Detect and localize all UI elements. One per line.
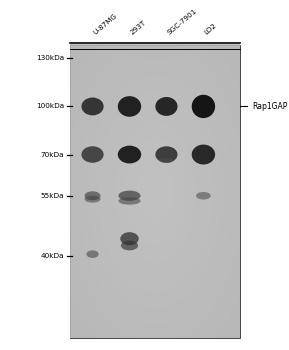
Text: 130kDa: 130kDa [36, 55, 64, 61]
Ellipse shape [120, 232, 139, 245]
Ellipse shape [81, 146, 104, 163]
Text: 100kDa: 100kDa [36, 104, 64, 110]
Text: 293T: 293T [129, 20, 147, 36]
Ellipse shape [155, 146, 177, 163]
Ellipse shape [196, 192, 211, 199]
Text: 70kDa: 70kDa [41, 152, 64, 158]
Text: SGC-7901: SGC-7901 [166, 8, 198, 36]
Ellipse shape [121, 241, 138, 250]
Ellipse shape [85, 191, 101, 200]
Ellipse shape [118, 191, 140, 201]
Ellipse shape [118, 197, 140, 205]
FancyBboxPatch shape [71, 44, 240, 338]
Text: 55kDa: 55kDa [41, 193, 64, 199]
Ellipse shape [192, 95, 215, 118]
Ellipse shape [81, 98, 104, 116]
Text: U-87MG: U-87MG [92, 13, 118, 36]
Ellipse shape [155, 97, 177, 116]
Ellipse shape [192, 145, 215, 164]
Ellipse shape [159, 158, 174, 163]
Text: LO2: LO2 [203, 22, 218, 36]
Text: 40kDa: 40kDa [41, 253, 64, 259]
Ellipse shape [118, 96, 141, 117]
Text: Rap1GAP: Rap1GAP [253, 102, 288, 111]
Ellipse shape [85, 196, 101, 203]
Ellipse shape [118, 146, 141, 163]
Ellipse shape [86, 250, 99, 258]
